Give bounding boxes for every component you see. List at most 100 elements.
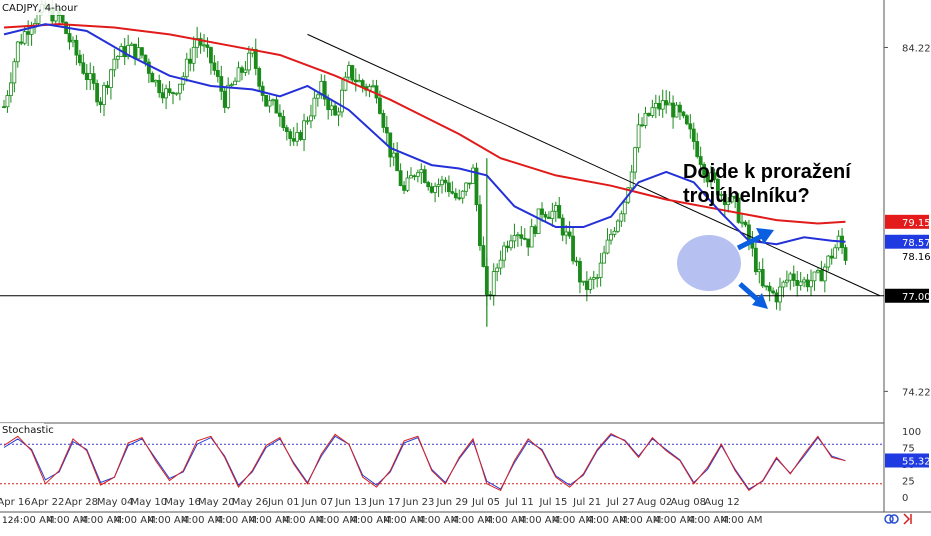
time-tick-label: 4:00 AM xyxy=(182,515,223,526)
candle-body xyxy=(333,105,337,116)
candle-body xyxy=(719,193,724,196)
candle-body xyxy=(522,237,527,240)
time-tick-label: 4:00 AM xyxy=(587,515,628,526)
candle-body xyxy=(60,15,65,23)
time-tick-label: 4:00 AM xyxy=(81,515,122,526)
candle-body xyxy=(153,80,158,83)
price-tick-label: 74.22 xyxy=(902,387,931,398)
candle-body xyxy=(236,67,241,82)
candle-body xyxy=(353,79,358,83)
candle-body xyxy=(605,239,610,254)
candle-body xyxy=(71,39,75,43)
candle-body xyxy=(650,107,655,116)
candle-body xyxy=(371,85,375,88)
candle-body xyxy=(191,46,196,64)
candle-body xyxy=(495,267,500,272)
candle-body xyxy=(691,128,696,142)
candle-body xyxy=(12,61,17,84)
stochastic-value-tag xyxy=(885,453,929,468)
title-backdrop xyxy=(0,0,98,15)
candle-body xyxy=(315,94,320,99)
candle-body xyxy=(419,169,424,174)
candle-body xyxy=(736,197,741,223)
candle-body xyxy=(502,245,506,261)
candle-body xyxy=(788,273,793,281)
time-tick-label: 4:00 AM xyxy=(688,515,729,526)
candle-body xyxy=(647,112,651,116)
price-tag-blue xyxy=(885,234,929,249)
scroll-to-end-icon[interactable] xyxy=(903,513,912,525)
date-tick-label: Jul 11 xyxy=(505,497,534,508)
candle-body xyxy=(298,132,303,140)
date-tick-label: Jun 23 xyxy=(402,497,435,508)
candle-body xyxy=(160,92,165,99)
candle-body xyxy=(15,41,20,63)
candle-body xyxy=(267,100,272,107)
candle-body xyxy=(529,226,534,248)
candle-body xyxy=(88,73,93,81)
link-icon[interactable] xyxy=(884,514,899,524)
candle-body xyxy=(464,182,469,192)
stochastic-tick-label: 75 xyxy=(902,444,915,455)
candle-body xyxy=(498,259,503,269)
price-tag-label: 77.00 xyxy=(902,292,931,303)
stochastic-k-line xyxy=(3,432,846,492)
candle-body xyxy=(302,120,306,140)
candle-body xyxy=(105,84,110,88)
candle-body xyxy=(140,47,144,56)
candle-body xyxy=(478,204,482,247)
stochastic-label: Stochastic xyxy=(2,425,54,436)
candle-body xyxy=(733,196,738,199)
date-tick-label: Aug 12 xyxy=(704,497,739,508)
candle-body xyxy=(226,84,231,108)
candle-body xyxy=(167,88,172,93)
date-tick-label: May 26 xyxy=(232,497,269,508)
candle-body xyxy=(543,214,548,218)
candle-body xyxy=(322,81,327,100)
candle-body xyxy=(219,76,224,92)
candle-body xyxy=(67,33,72,43)
candle-body xyxy=(264,95,269,107)
time-tick-label: 4:00 AM xyxy=(47,515,88,526)
time-tick-label: 4:00 AM xyxy=(452,515,493,526)
time-tick-label: 4:00 AM xyxy=(721,515,762,526)
candle-body xyxy=(643,112,648,126)
candle-body xyxy=(550,210,555,219)
candle-body xyxy=(564,231,569,236)
candle-body xyxy=(205,44,210,48)
candle-body xyxy=(402,185,406,191)
candle-body xyxy=(415,172,420,177)
candle-body xyxy=(674,104,679,118)
date-tick-label: Jun 29 xyxy=(436,497,469,508)
date-tick-label: May 20 xyxy=(198,497,235,508)
candle-body xyxy=(729,196,734,203)
date-tick-label: Jul 15 xyxy=(538,497,567,508)
candle-body xyxy=(157,80,162,94)
candle-body xyxy=(457,197,462,200)
candle-body xyxy=(378,97,382,114)
candle-body xyxy=(822,266,827,282)
candle-body xyxy=(664,100,669,106)
candle-body xyxy=(633,147,638,173)
candle-body xyxy=(177,83,182,94)
time-tick-label: 4:00 AM xyxy=(519,515,560,526)
time-tick-label: 4:00 AM xyxy=(249,515,290,526)
candle-body xyxy=(136,47,141,60)
candle-body xyxy=(212,62,217,71)
candle-body xyxy=(615,220,620,232)
candle-body xyxy=(112,58,117,71)
candle-body xyxy=(295,132,300,142)
candle-body xyxy=(726,201,731,205)
candle-body xyxy=(812,271,817,282)
stochastic-label-backdrop xyxy=(0,423,44,435)
candle-body xyxy=(381,113,386,128)
candle-body xyxy=(246,52,251,71)
time-tick-label: 4:00 AM xyxy=(654,515,695,526)
candle-body xyxy=(171,92,175,94)
candle-body xyxy=(129,43,134,46)
candle-body xyxy=(557,205,562,219)
candle-body xyxy=(74,39,79,56)
candle-body xyxy=(571,235,575,262)
candle-body xyxy=(760,269,765,287)
